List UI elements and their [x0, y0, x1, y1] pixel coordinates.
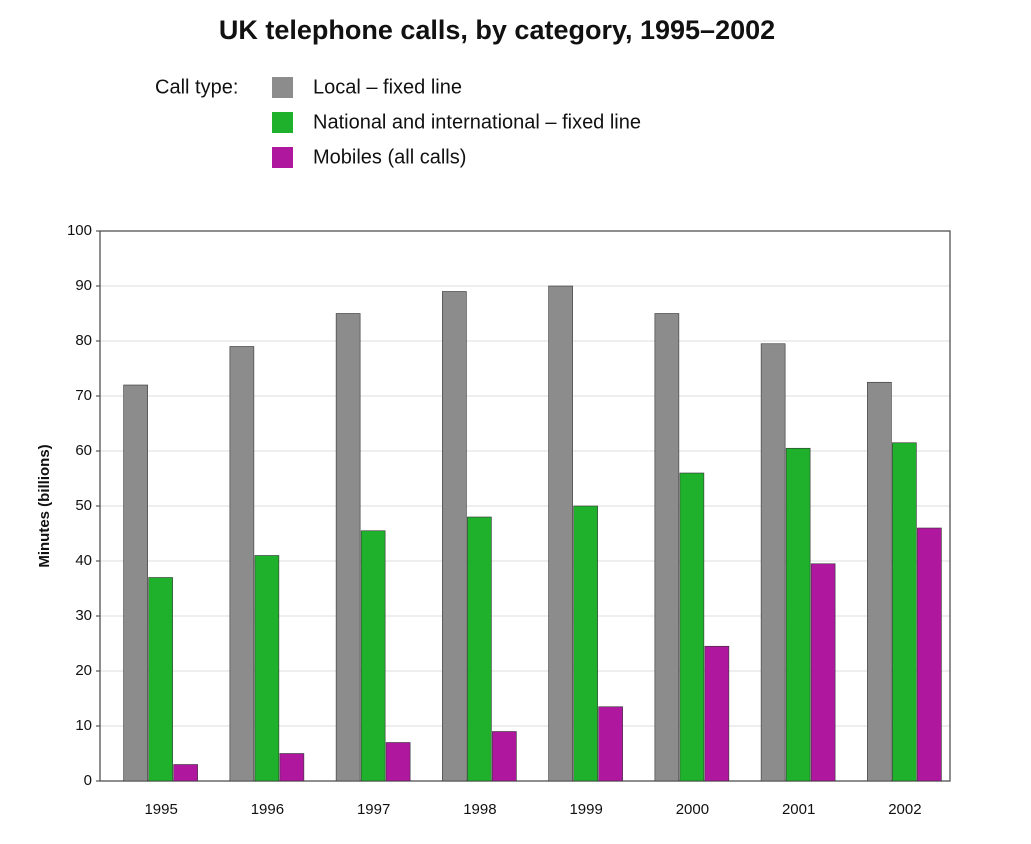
bar	[548, 285, 573, 782]
bar	[279, 753, 305, 782]
y-tick-label: 10	[75, 717, 92, 734]
bar	[679, 472, 705, 782]
legend-swatch	[272, 147, 293, 168]
bar	[360, 530, 386, 782]
y-tick-label: 30	[75, 607, 92, 624]
legend-swatch	[272, 77, 293, 98]
y-tick-label: 90	[75, 277, 92, 294]
bar	[573, 505, 598, 782]
bar	[173, 764, 198, 782]
bar	[229, 346, 255, 782]
x-tick-label: 1997	[357, 801, 390, 818]
y-tick-label: 40	[75, 552, 92, 569]
x-tick-label: 1998	[463, 801, 496, 818]
legend-label: Local – fixed line	[313, 76, 462, 98]
y-tick-label: 0	[84, 772, 92, 789]
legend-swatch	[272, 112, 293, 133]
x-tick-label: 1995	[144, 801, 177, 818]
bar	[704, 645, 730, 782]
bar	[867, 381, 892, 782]
bar	[917, 527, 942, 782]
legend-title: Call type:	[155, 76, 238, 98]
bar	[442, 291, 467, 782]
y-tick-label: 100	[67, 222, 92, 239]
x-tick-label: 2000	[676, 801, 709, 818]
y-tick-label: 60	[75, 442, 92, 459]
bar	[760, 343, 786, 782]
y-tick-label: 20	[75, 662, 92, 679]
bar	[385, 742, 411, 782]
x-tick-label: 2001	[782, 801, 815, 818]
bar	[654, 313, 680, 782]
bar	[892, 442, 917, 782]
bar	[598, 706, 623, 782]
chart-title: UK telephone calls, by category, 1995–20…	[219, 15, 775, 45]
x-tick-label: 1999	[569, 801, 602, 818]
bar	[148, 577, 173, 782]
bar	[335, 313, 361, 782]
y-axis-label: Minutes (billions)	[36, 444, 53, 567]
y-tick-label: 50	[75, 497, 92, 514]
bar	[810, 563, 836, 782]
bar	[467, 516, 492, 782]
y-tick-label: 70	[75, 387, 92, 404]
bar	[492, 731, 517, 782]
bar	[785, 447, 811, 782]
plot-frame	[99, 230, 951, 782]
bar	[254, 555, 280, 782]
legend-label: Mobiles (all calls)	[313, 146, 466, 168]
bar	[123, 384, 148, 782]
x-tick-label: 1996	[251, 801, 284, 818]
legend-label: National and international – fixed line	[313, 111, 641, 133]
y-tick-label: 80	[75, 332, 92, 349]
x-tick-label: 2002	[888, 801, 921, 818]
